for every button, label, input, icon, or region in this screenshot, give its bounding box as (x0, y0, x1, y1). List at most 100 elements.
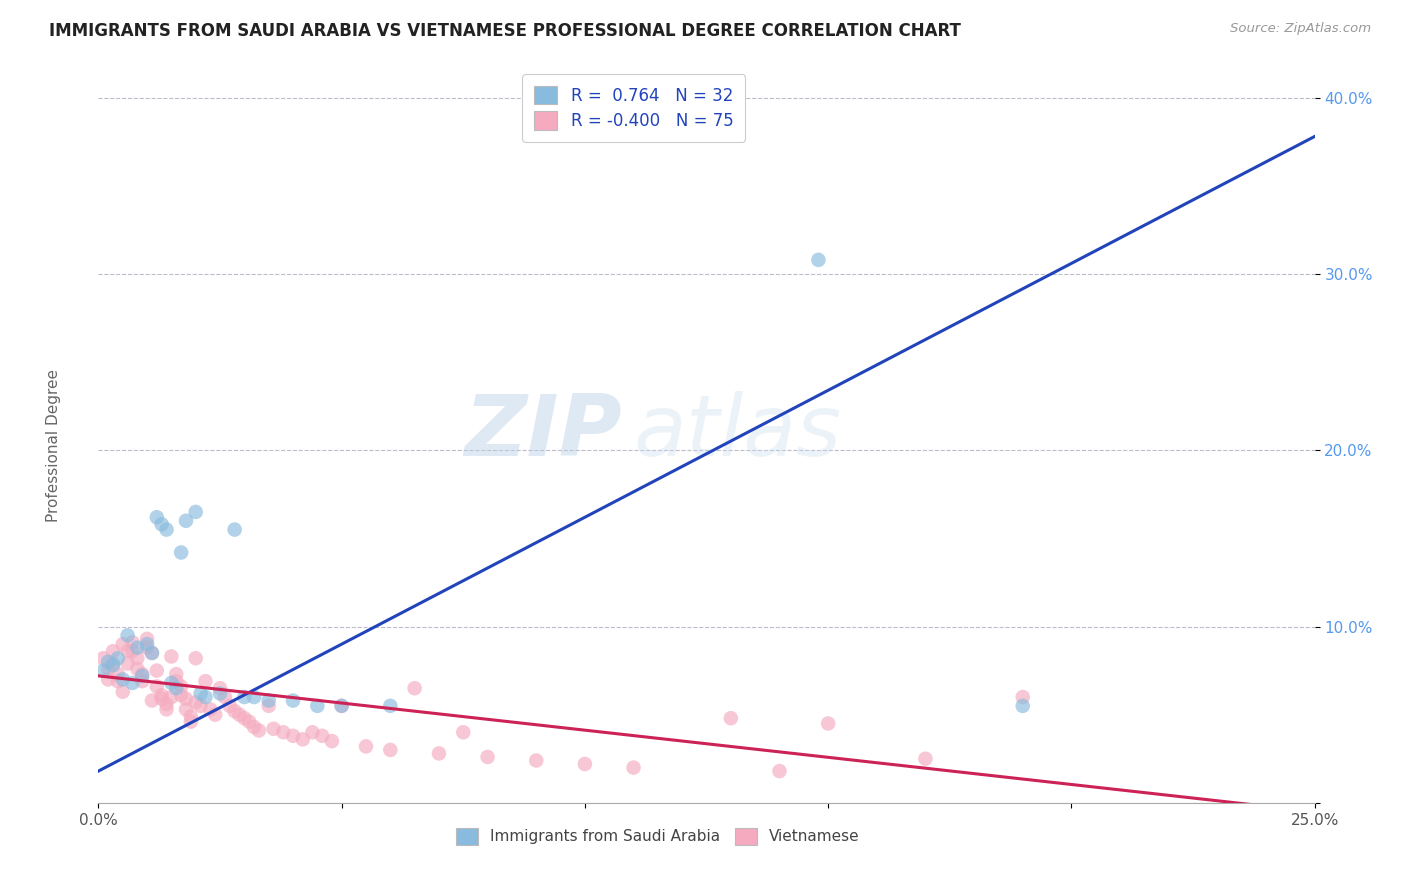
Point (914, 752, 936, 766)
Point (257, 698, 280, 713)
Point (121, 644, 143, 658)
Point (209, 686, 232, 700)
Point (200, 702, 222, 716)
Text: Professional Degree: Professional Degree (46, 369, 60, 523)
Point (330, 698, 353, 713)
Point (807, 252, 830, 267)
Point (233, 711, 256, 725)
Point (194, 674, 217, 689)
Point (477, 750, 499, 764)
Point (150, 688, 173, 702)
Point (97, 655, 120, 669)
Point (101, 657, 124, 671)
Point (97, 662, 120, 676)
Point (136, 637, 159, 651)
Point (174, 514, 197, 528)
Point (720, 711, 742, 725)
Point (150, 517, 173, 532)
Point (111, 637, 134, 651)
Point (257, 693, 280, 707)
Point (131, 674, 153, 689)
Point (101, 658, 124, 673)
Point (107, 674, 129, 689)
Point (180, 709, 202, 723)
Point (170, 688, 193, 702)
Point (623, 760, 645, 774)
Point (121, 635, 143, 649)
Point (224, 704, 246, 718)
Point (101, 644, 124, 658)
Point (194, 690, 217, 704)
Point (281, 729, 304, 743)
Point (354, 739, 377, 754)
Point (160, 676, 183, 690)
Point (228, 707, 250, 722)
Point (160, 649, 183, 664)
Point (117, 644, 139, 658)
Point (160, 690, 183, 704)
Point (127, 640, 149, 655)
Point (111, 685, 134, 699)
Text: Source: ZipAtlas.com: Source: ZipAtlas.com (1230, 22, 1371, 36)
Point (174, 702, 197, 716)
Point (380, 743, 402, 757)
Point (214, 690, 236, 704)
Point (146, 680, 169, 694)
Text: IMMIGRANTS FROM SAUDI ARABIA VS VIETNAMESE PROFESSIONAL DEGREE CORRELATION CHART: IMMIGRANTS FROM SAUDI ARABIA VS VIETNAME… (49, 22, 962, 40)
Point (218, 698, 240, 713)
Point (291, 732, 314, 747)
Point (155, 523, 177, 537)
Point (184, 505, 207, 519)
Point (321, 734, 343, 748)
Point (170, 545, 193, 559)
Point (174, 691, 197, 706)
Point (136, 640, 159, 655)
Point (111, 673, 134, 687)
Point (281, 693, 304, 707)
Point (141, 646, 163, 660)
Point (524, 754, 547, 768)
Point (127, 662, 149, 676)
Point (131, 667, 153, 681)
Point (263, 722, 285, 736)
Point (301, 725, 323, 739)
Point (427, 747, 450, 761)
Point (311, 729, 333, 743)
Point (180, 714, 202, 729)
Point (107, 667, 129, 681)
Point (117, 628, 139, 642)
Point (155, 697, 177, 711)
Point (1011, 698, 1033, 713)
Point (121, 676, 143, 690)
Point (184, 651, 207, 665)
Point (91, 664, 114, 678)
Point (209, 681, 232, 696)
Point (247, 723, 270, 738)
Point (184, 695, 207, 709)
Point (380, 698, 402, 713)
Point (97, 673, 120, 687)
Point (1011, 690, 1033, 704)
Point (307, 698, 329, 713)
Point (165, 681, 187, 696)
Point (146, 510, 169, 524)
Point (170, 680, 193, 694)
Point (165, 674, 187, 689)
Point (190, 698, 212, 713)
Legend: Immigrants from Saudi Arabia, Vietnamese: Immigrants from Saudi Arabia, Vietnamese (450, 822, 866, 851)
Point (330, 698, 353, 713)
Point (150, 691, 173, 706)
Point (146, 664, 169, 678)
Point (117, 657, 139, 671)
Point (136, 632, 159, 646)
Point (127, 651, 149, 665)
Point (224, 523, 246, 537)
Point (204, 707, 226, 722)
Text: atlas: atlas (634, 391, 842, 475)
Point (574, 757, 596, 772)
Point (131, 669, 153, 683)
Point (141, 646, 163, 660)
Point (404, 681, 426, 696)
Point (243, 690, 266, 704)
Point (107, 651, 129, 665)
